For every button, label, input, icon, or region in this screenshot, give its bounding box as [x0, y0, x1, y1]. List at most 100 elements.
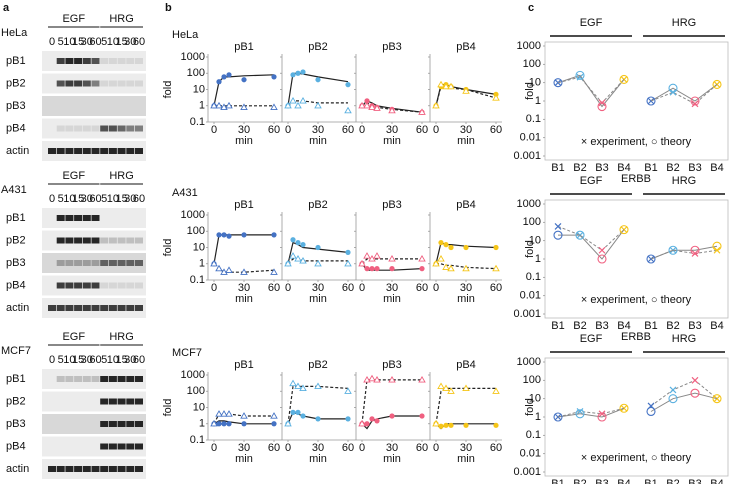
x-tick-label: 60 — [268, 442, 280, 454]
theory-line — [435, 387, 496, 424]
blot-band — [126, 58, 135, 64]
group-line — [558, 229, 625, 260]
lane-label: 15 — [115, 354, 127, 366]
blot-band — [74, 376, 83, 382]
experiment-point — [221, 421, 227, 427]
y-axis-label: fold — [162, 399, 174, 417]
experiment-point — [315, 416, 321, 422]
experiment-point — [462, 87, 470, 94]
blot-row-label: actin — [6, 463, 29, 475]
blot-band — [74, 305, 83, 311]
category-label: B4 — [617, 162, 630, 174]
theory-point — [553, 78, 563, 88]
blot-row-label: pB4 — [6, 440, 26, 452]
x-tick-label: 30 — [460, 282, 472, 294]
experiment-point — [284, 419, 292, 427]
blot-band — [82, 376, 91, 382]
y-tick-label: 100 — [187, 385, 205, 397]
y-tick-label: 1000 — [181, 369, 205, 381]
treatment-label: EGF — [62, 170, 85, 182]
blot-band — [117, 466, 126, 472]
blot-band — [65, 148, 74, 154]
experiment-point — [462, 264, 470, 272]
theory-line — [287, 258, 348, 265]
theory-point — [619, 74, 629, 84]
theory-line — [361, 258, 422, 265]
blot-background — [42, 391, 146, 412]
experiment-point — [463, 244, 469, 251]
y-tick-label: 0.001 — [513, 150, 541, 162]
x-tick-label: 30 — [386, 442, 398, 454]
blot-band — [117, 282, 126, 289]
experiment-point — [289, 96, 297, 104]
experiment-point — [432, 259, 440, 267]
theory-point — [690, 388, 700, 398]
group-label: HRG — [672, 175, 696, 187]
experiment-point — [389, 266, 395, 272]
blot-band — [65, 282, 74, 289]
y-axis-label: fold — [524, 398, 536, 416]
panel-label: b — [165, 2, 172, 14]
lane-label: 30 — [81, 354, 93, 366]
blot-band — [117, 443, 126, 450]
x-tick-label: 60 — [268, 282, 280, 294]
experiment-point — [374, 266, 380, 272]
lane-label: 15 — [72, 36, 84, 48]
blot-band — [56, 305, 65, 311]
experiment-point — [220, 410, 228, 417]
x-axis-label: min — [235, 293, 253, 305]
x-axis-label: min — [235, 453, 253, 465]
blot-band — [56, 237, 65, 244]
blot-band — [108, 237, 117, 244]
legend: × experiment, ○ theory — [581, 294, 692, 306]
blot-band — [56, 376, 65, 382]
y-tick-label: 1 — [199, 418, 205, 430]
theory-point — [619, 225, 629, 235]
x-tick-label: 30 — [238, 282, 250, 294]
experiment-point — [438, 240, 444, 246]
blot-band — [126, 398, 135, 405]
legend: × experiment, ○ theory — [581, 136, 692, 148]
experiment-point — [271, 74, 277, 80]
lane-label: 60 — [89, 193, 101, 205]
blot-band — [117, 80, 126, 87]
blot-band — [91, 305, 100, 311]
x-tick-label: 60 — [416, 442, 428, 454]
facet-title: pB4 — [456, 359, 476, 371]
experiment-point — [314, 382, 322, 390]
category-label: B1 — [551, 162, 564, 174]
experiment-point — [295, 409, 301, 415]
experiment-point — [240, 103, 248, 110]
cell-line-title: MCF7 — [172, 347, 202, 359]
blot-band — [108, 80, 117, 87]
experiment-point — [289, 379, 297, 387]
blot-band — [91, 260, 100, 266]
blot-band — [74, 237, 83, 244]
blot-band — [82, 466, 91, 472]
x-tick-label: 60 — [342, 124, 354, 136]
blot-band — [100, 260, 109, 266]
experiment-point — [290, 72, 296, 78]
experiment-point — [368, 374, 376, 382]
blot-band — [56, 215, 65, 221]
blot-band — [117, 305, 126, 311]
blot-row-label: pB1 — [6, 212, 26, 224]
blot-band — [126, 80, 135, 87]
experiment-point — [241, 421, 247, 427]
group-label: EGF — [580, 17, 603, 29]
experiment-point — [493, 422, 499, 428]
theory-point — [712, 241, 722, 251]
y-tick-label: 1000 — [181, 51, 205, 63]
blot-band — [91, 125, 100, 132]
blot-row-label: pB1 — [6, 373, 26, 385]
blot-background — [42, 369, 146, 389]
x-axis-label: min — [309, 135, 327, 147]
facet-title: pB3 — [382, 41, 402, 53]
blot-band — [82, 282, 91, 289]
cell-line-title: HeLa — [172, 29, 199, 41]
experiment-point — [442, 82, 450, 90]
group-label: HRG — [672, 17, 696, 29]
blot-band — [135, 398, 143, 405]
panel-label: c — [528, 2, 534, 14]
blot-band — [56, 466, 65, 472]
